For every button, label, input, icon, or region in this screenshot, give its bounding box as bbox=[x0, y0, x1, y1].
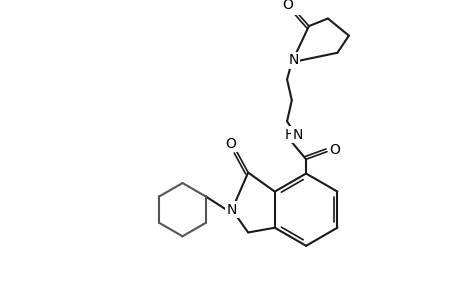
Text: H: H bbox=[284, 128, 295, 142]
Text: O: O bbox=[329, 143, 339, 157]
Text: N: N bbox=[292, 128, 302, 142]
Text: O: O bbox=[225, 137, 236, 151]
Text: N: N bbox=[226, 203, 237, 217]
Text: N: N bbox=[288, 53, 298, 67]
Text: O: O bbox=[282, 0, 293, 12]
